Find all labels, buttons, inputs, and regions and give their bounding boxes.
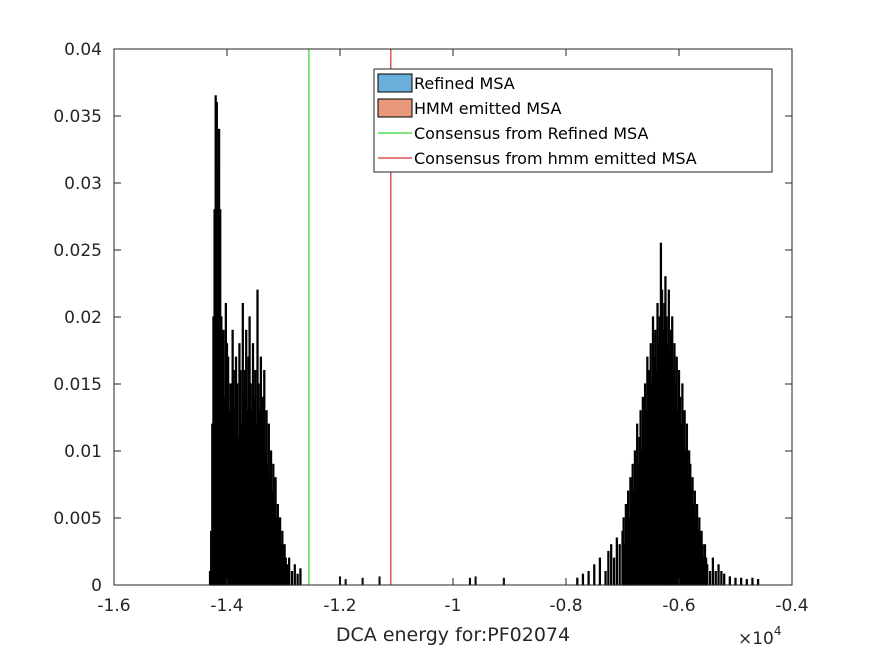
bar-hmm-emitted-msa (751, 577, 754, 586)
bar-hmm-emitted-msa (587, 570, 590, 586)
bar-hmm-emitted-msa (610, 544, 613, 586)
bar-refined-msa (296, 573, 299, 586)
bar-hmm-emitted-msa (756, 579, 760, 586)
x-tick-label: -1 (445, 596, 462, 616)
bar-sparse (378, 576, 381, 586)
y-tick-label: 0.005 (53, 509, 102, 529)
bar-hmm-emitted-msa (711, 557, 715, 586)
y-tick-label: 0.015 (53, 375, 102, 395)
bar-sparse (468, 577, 471, 586)
bar-hmm-emitted-msa (717, 564, 720, 586)
bar-refined-msa (299, 568, 302, 586)
legend-box (373, 68, 773, 173)
x-tick-label: -1.2 (323, 596, 356, 616)
y-tick-label: 0.04 (64, 40, 102, 60)
y-tick-label: 0.01 (64, 442, 102, 462)
x-tick-label: -1.6 (97, 596, 130, 616)
x-axis-exponent: ×104 (738, 624, 782, 649)
bar-hmm-emitted-msa (714, 570, 717, 586)
bar-hmm-emitted-msa (615, 537, 618, 586)
y-tick-label: 0.03 (64, 174, 102, 194)
bar-refined-msa (288, 557, 291, 586)
legend-refined-msa-swatch (377, 73, 413, 93)
legend: Refined MSA HMM emitted MSA Consensus from… (373, 68, 773, 173)
y-tick-label: 0.035 (53, 107, 102, 127)
bar-refined-msa (290, 570, 294, 586)
legend-consensus-refined-label: Consensus from Refined MSA (414, 124, 648, 143)
bar-hmm-emitted-msa (723, 573, 726, 586)
bar-hmm-emitted-msa (708, 570, 712, 586)
legend-hmm-emitted-msa-label: HMM emitted MSA (414, 99, 561, 118)
bar-hmm-emitted-msa (618, 544, 621, 586)
bar-hmm-emitted-msa (593, 564, 596, 586)
bar-sparse (474, 576, 477, 586)
bar-hmm-emitted-msa (734, 577, 737, 586)
bar-hmm-emitted-msa (745, 579, 748, 586)
x-axis-exponent-base: ×10 (738, 629, 774, 649)
bar-hmm-emitted-msa (728, 576, 731, 586)
x-tick-label: -0.8 (549, 596, 582, 616)
x-axis-exponent-power: 4 (774, 624, 782, 638)
x-axis-label: DCA energy for:PF02074 (336, 624, 570, 646)
bar-sparse (361, 577, 364, 586)
bar-hmm-emitted-msa (740, 577, 743, 586)
bar-sparse (502, 577, 505, 586)
y-tick-label: 0 (91, 576, 102, 596)
bar-sparse (344, 579, 347, 586)
x-tick-label: -0.6 (662, 596, 695, 616)
bar-hmm-emitted-msa (720, 570, 723, 586)
bar-hmm-emitted-msa (706, 564, 709, 586)
legend-hmm-emitted-msa-swatch (377, 98, 413, 118)
legend-consensus-hmm-label: Consensus from hmm emitted MSA (414, 149, 697, 168)
bar-refined-msa (293, 564, 296, 586)
bar-hmm-emitted-msa (598, 557, 602, 586)
y-tick-label: 0.02 (64, 308, 102, 328)
bar-hmm-emitted-msa (612, 557, 616, 586)
legend-refined-msa-label: Refined MSA (414, 74, 515, 93)
x-tick-label: -1.4 (210, 596, 243, 616)
y-axis: 0 0.005 0.01 0.015 0.02 0.025 0.03 0.035 0.04 (53, 40, 792, 596)
bar-hmm-emitted-msa (581, 573, 585, 586)
x-tick-label: -0.4 (775, 596, 808, 616)
bar-hmm-emitted-msa (607, 550, 610, 586)
bar-hmm-emitted-msa (604, 570, 607, 586)
bar-hmm-emitted-msa (576, 577, 579, 586)
y-tick-label: 0.025 (53, 241, 102, 261)
x-axis: -1.6 -1.4 -1.2 -1 -0.8 -0.6 -0.4 (97, 49, 809, 616)
